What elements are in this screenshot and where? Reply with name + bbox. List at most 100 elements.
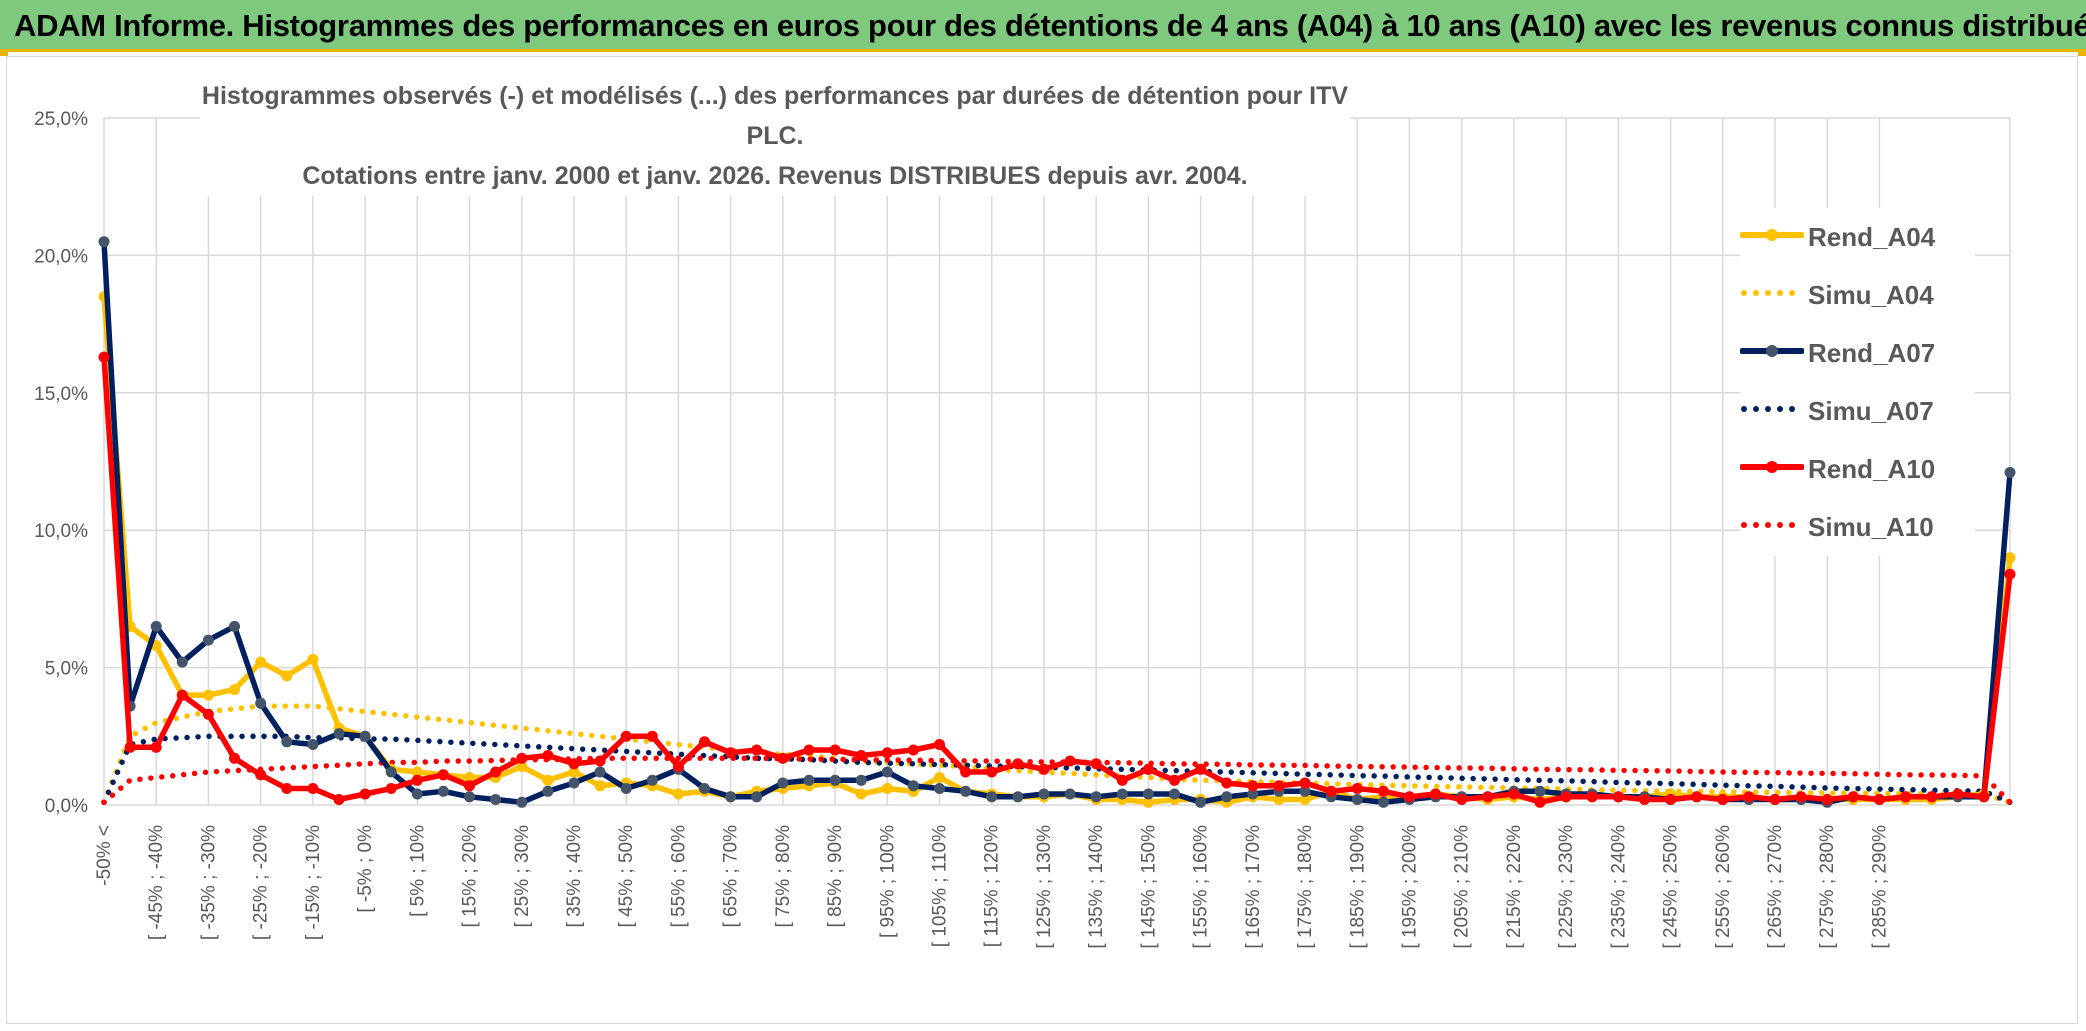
- x-tick-label: [ 85% ; 90%: [825, 825, 846, 928]
- data-point-rend-a07: [1116, 788, 1128, 800]
- x-tick-label: -50% <: [94, 825, 115, 886]
- data-point-rend-a04: [1142, 796, 1154, 808]
- legend-item-simu-a07[interactable]: Simu_A07: [1740, 382, 1975, 440]
- data-point-rend-a10: [1404, 791, 1415, 803]
- data-point-rend-a10: [1978, 791, 1990, 803]
- data-point-rend-a07: [150, 620, 162, 632]
- data-point-rend-a10: [1351, 783, 1363, 794]
- series-line-simu-a04: [101, 703, 2013, 806]
- data-point-rend-a07: [255, 697, 267, 709]
- legend-swatch-simu-a07: [1741, 406, 1804, 412]
- legend-swatch-rend-a07: [1740, 345, 1804, 357]
- data-point-rend-a10: [1926, 791, 1938, 803]
- data-point-rend-a10: [2004, 568, 2016, 580]
- x-tick-label: [ -45% ; -40%: [146, 825, 167, 940]
- data-point-rend-a07: [803, 774, 815, 786]
- data-point-rend-a10: [1325, 785, 1337, 797]
- data-point-rend-a07: [1534, 785, 1546, 797]
- data-point-rend-a07: [699, 783, 710, 794]
- data-point-rend-a07: [98, 236, 110, 248]
- data-point-rend-a10: [646, 730, 658, 742]
- data-point-rend-a07: [1299, 785, 1311, 797]
- data-point-rend-a10: [777, 752, 789, 764]
- data-point-rend-a10: [803, 744, 815, 756]
- data-point-rend-a07: [176, 656, 188, 668]
- data-point-rend-a07: [1351, 794, 1363, 805]
- data-point-rend-a07: [516, 796, 528, 808]
- y-tick-label: 15,0%: [34, 384, 88, 405]
- data-point-rend-a07: [464, 791, 475, 803]
- series-line-rend-a04: [101, 296, 2013, 806]
- x-tick-label: [ 265% ; 270%: [1765, 825, 1786, 949]
- data-point-rend-a10: [1795, 791, 1807, 803]
- data-point-rend-a10: [490, 766, 502, 778]
- data-point-rend-a10: [150, 741, 162, 753]
- data-point-rend-a04: [411, 766, 423, 778]
- data-point-rend-a10: [124, 741, 136, 753]
- x-tick-label: [ 45% ; 50%: [616, 825, 637, 928]
- data-point-rend-a10: [359, 788, 371, 800]
- data-point-rend-a10: [594, 755, 606, 767]
- data-point-rend-a10: [1169, 774, 1180, 786]
- legend-swatch-rend-a04: [1740, 229, 1804, 241]
- series-line-rend-a10: [101, 356, 2013, 806]
- y-tick-label: 20,0%: [34, 246, 88, 267]
- data-point-rend-a10: [1038, 763, 1050, 775]
- legend-item-rend-a04[interactable]: Rend_A04: [1740, 208, 1975, 266]
- data-point-rend-a10: [307, 783, 319, 794]
- data-point-rend-a10: [1900, 791, 1912, 803]
- data-point-rend-a07: [960, 785, 972, 797]
- chart-legend: Rend_A04 Simu_A04 Rend_A07 Simu_A07 Rend…: [1740, 208, 1975, 556]
- data-point-rend-a10: [1221, 777, 1233, 789]
- data-point-rend-a10: [1534, 796, 1546, 808]
- data-point-rend-a10: [1247, 780, 1259, 792]
- data-point-rend-a10: [411, 774, 423, 786]
- legend-swatch-simu-a04: [1741, 290, 1804, 296]
- data-point-rend-a10: [1195, 763, 1207, 775]
- data-point-rend-a07: [777, 777, 789, 789]
- x-tick-label: [ 185% ; 190%: [1347, 825, 1368, 949]
- data-point-rend-a04: [1273, 794, 1285, 805]
- report-title: ADAM Informe. Histogrammes des performan…: [14, 8, 2086, 43]
- data-point-rend-a07: [907, 780, 919, 792]
- legend-item-simu-a10[interactable]: Simu_A10: [1740, 498, 1975, 556]
- data-point-rend-a10: [202, 708, 214, 720]
- data-point-rend-a10: [464, 780, 475, 792]
- legend-item-rend-a07[interactable]: Rend_A07: [1740, 324, 1975, 382]
- x-tick-label: [ 55% ; 60%: [668, 825, 689, 928]
- data-point-rend-a07: [281, 736, 293, 748]
- data-point-rend-a07: [881, 766, 893, 778]
- data-point-rend-a07: [725, 791, 737, 803]
- data-point-rend-a10: [1952, 788, 1964, 800]
- data-point-rend-a10: [281, 783, 293, 794]
- data-point-rend-a10: [699, 736, 710, 748]
- data-point-rend-a10: [1560, 791, 1572, 803]
- legend-item-rend-a10[interactable]: Rend_A10: [1740, 440, 1975, 498]
- data-point-rend-a10: [176, 689, 188, 701]
- x-tick-label: [ 115% ; 120%: [982, 825, 1003, 947]
- data-point-rend-a10: [385, 783, 397, 794]
- legend-swatch-simu-a10: [1741, 522, 1804, 528]
- data-point-rend-a10: [1142, 763, 1154, 775]
- data-point-rend-a10: [1665, 794, 1677, 805]
- data-point-rend-a10: [1743, 791, 1755, 803]
- x-tick-label: [ 25% ; 30%: [512, 825, 533, 928]
- data-point-rend-a04: [1299, 794, 1311, 805]
- data-point-rend-a07: [202, 634, 214, 646]
- data-point-rend-a04: [855, 788, 867, 800]
- data-point-rend-a04: [672, 788, 684, 800]
- data-point-rend-a07: [229, 620, 240, 632]
- data-point-rend-a10: [672, 761, 684, 772]
- x-tick-label: [ 235% ; 240%: [1608, 825, 1629, 949]
- legend-item-simu-a04[interactable]: Simu_A04: [1740, 266, 1975, 324]
- data-point-rend-a04: [281, 670, 293, 682]
- chart-title-line-2: Cotations entre janv. 2000 et janv. 2026…: [302, 162, 1248, 190]
- x-tick-label: [ 35% ; 40%: [564, 825, 585, 928]
- x-tick-label: [ 135% ; 140%: [1086, 825, 1107, 949]
- data-point-rend-a10: [1639, 794, 1650, 805]
- data-point-rend-a07: [1090, 791, 1102, 803]
- data-point-rend-a10: [1064, 755, 1076, 767]
- data-point-rend-a10: [1482, 791, 1494, 803]
- x-tick-label: [ 75% ; 80%: [773, 825, 794, 928]
- data-point-rend-a10: [1116, 774, 1128, 786]
